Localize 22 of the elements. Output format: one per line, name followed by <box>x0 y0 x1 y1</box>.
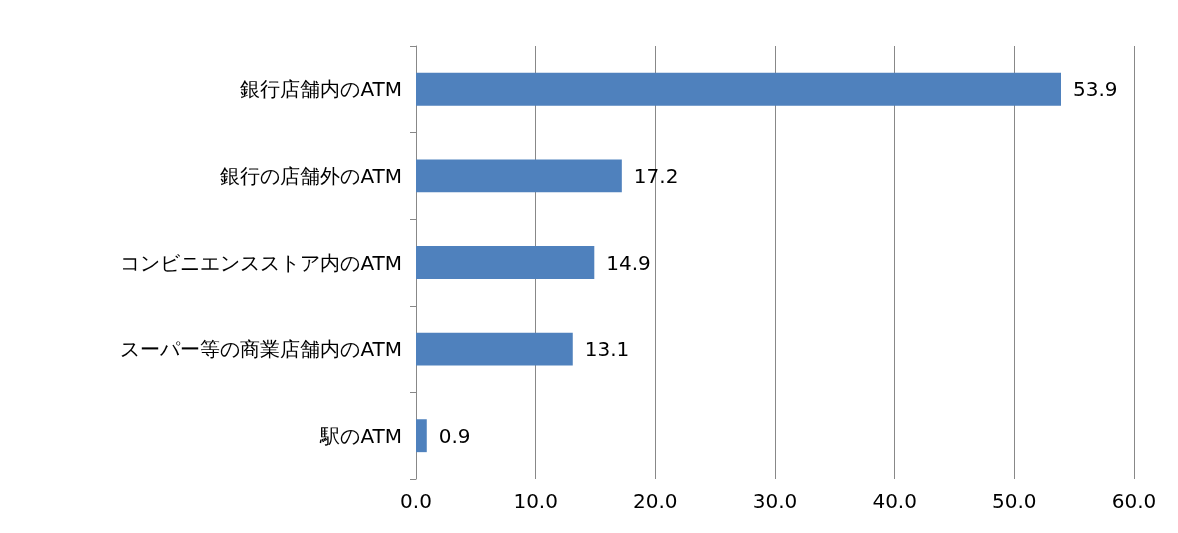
data-label: 13.1 <box>584 337 630 362</box>
bar <box>416 72 1061 106</box>
x-tick-label: 50.0 <box>992 489 1037 513</box>
x-tick-label: 0.0 <box>400 489 432 513</box>
x-tick-label: 10.0 <box>513 489 558 513</box>
data-label: 53.9 <box>1073 77 1118 102</box>
x-tick-label: 60.0 <box>1111 489 1157 513</box>
bar <box>416 419 427 453</box>
data-label: 14.9 <box>606 250 651 275</box>
y-tick-label: 銀行店舗内のATM <box>240 77 402 102</box>
y-tick-label: スーパー等の商業店舗内のATM <box>120 337 402 362</box>
data-label: 17.2 <box>633 163 679 188</box>
x-tick-label: 40.0 <box>872 489 917 513</box>
x-tick-label: 30.0 <box>752 489 798 513</box>
y-tick-label: コンビニエンスストア内のATM <box>120 250 402 275</box>
x-tick-label: 20.0 <box>633 489 678 513</box>
data-label: 0.9 <box>438 423 471 448</box>
y-tick-label: 駅のATM <box>319 423 402 448</box>
bar <box>416 159 622 193</box>
bar <box>416 246 595 279</box>
y-tick-label: 銀行の店舗外のATM <box>220 163 402 188</box>
bar <box>416 332 573 366</box>
